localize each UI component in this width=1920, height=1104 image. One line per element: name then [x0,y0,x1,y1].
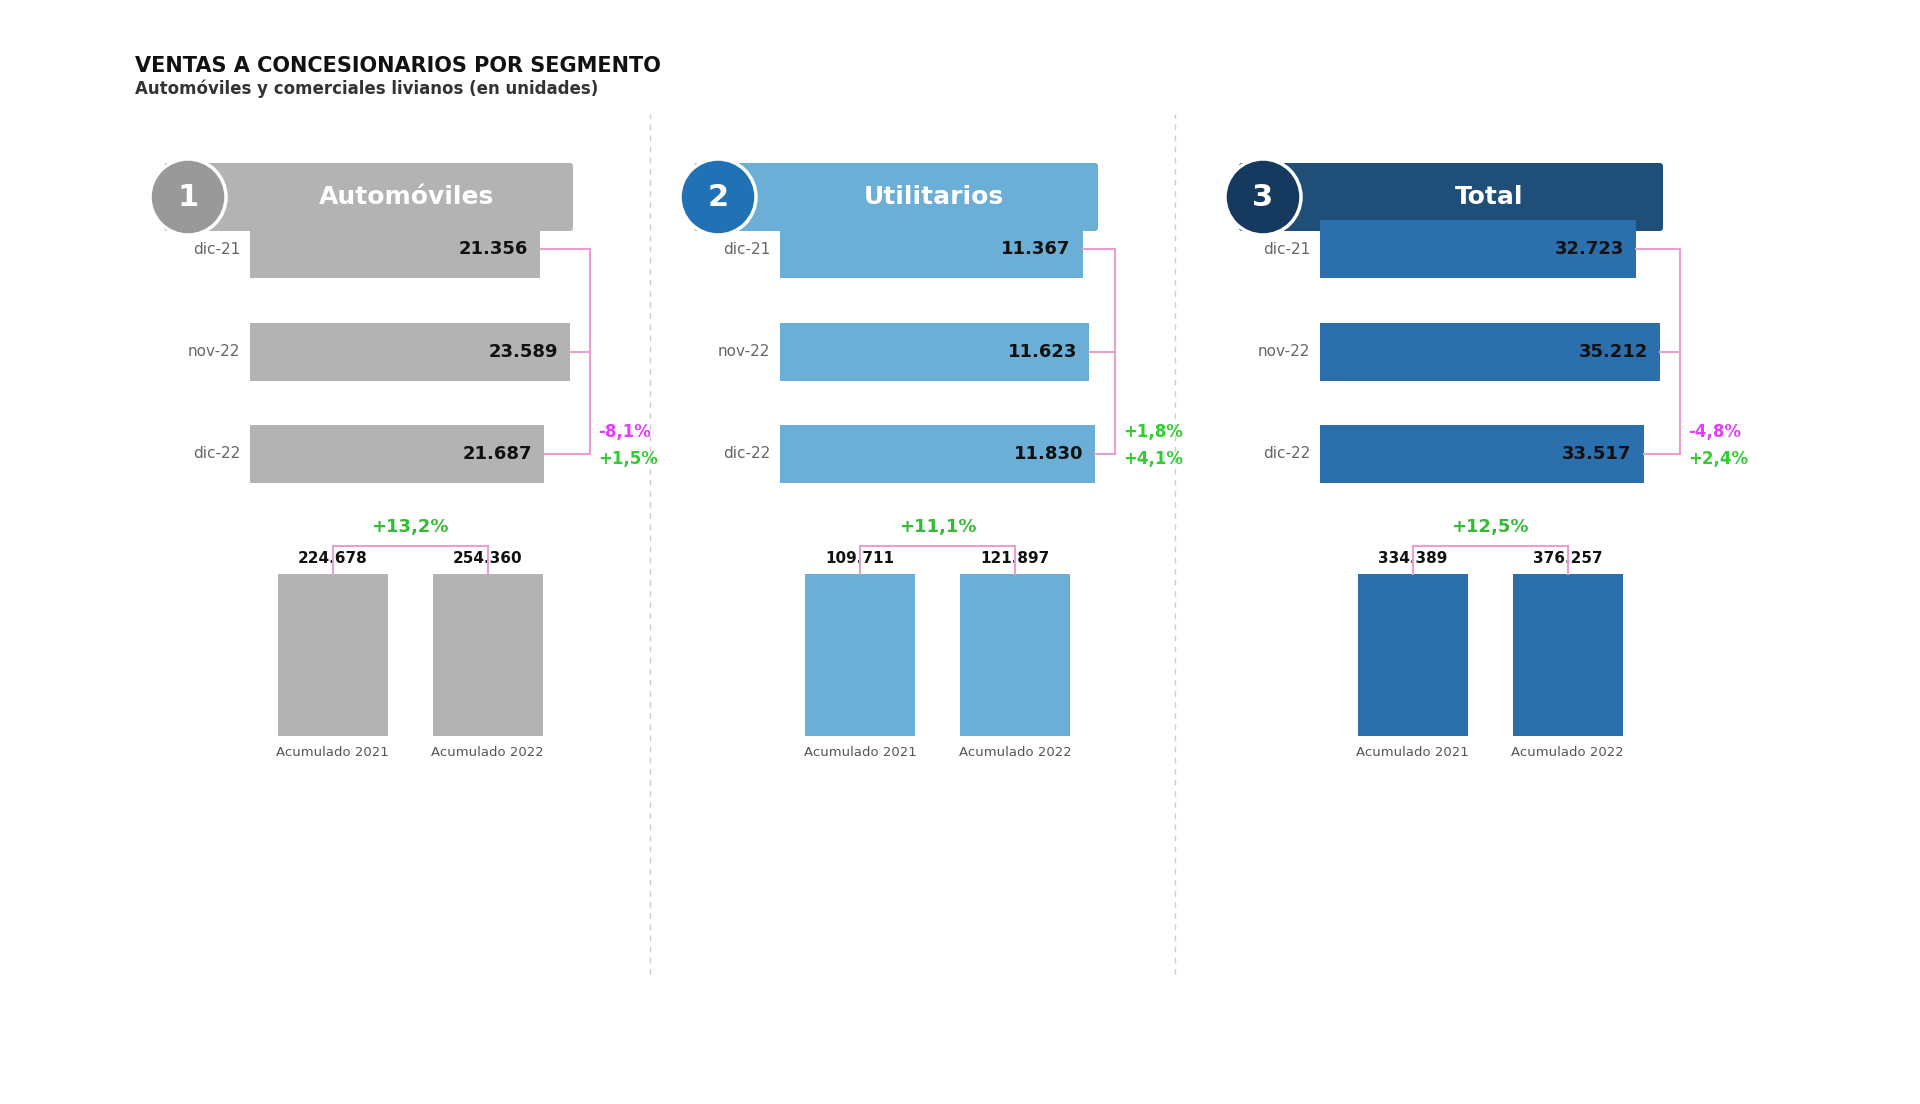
Text: -8,1%: -8,1% [597,423,651,440]
Text: Acumulado 2022: Acumulado 2022 [958,746,1071,760]
Text: 32.723: 32.723 [1555,240,1624,258]
Text: dic-21: dic-21 [722,242,770,256]
Text: 254.360: 254.360 [453,551,522,566]
Text: +11,1%: +11,1% [899,518,975,537]
FancyBboxPatch shape [250,220,540,278]
Text: 1: 1 [177,182,198,212]
Text: Acumulado 2022: Acumulado 2022 [1511,746,1624,760]
Text: 11.830: 11.830 [1014,445,1083,463]
FancyBboxPatch shape [432,574,543,736]
Text: 23.589: 23.589 [488,343,559,361]
Text: nov-22: nov-22 [188,344,240,360]
FancyBboxPatch shape [1321,425,1644,484]
FancyBboxPatch shape [693,163,1098,231]
Text: 21.356: 21.356 [459,240,528,258]
Text: +1,8%: +1,8% [1123,423,1183,440]
Text: Total: Total [1455,185,1523,209]
Text: 21.687: 21.687 [463,445,532,463]
Text: Acumulado 2021: Acumulado 2021 [276,746,390,760]
FancyBboxPatch shape [250,425,543,484]
FancyBboxPatch shape [1238,163,1663,231]
Text: 2: 2 [707,182,728,212]
Text: Acumulado 2021: Acumulado 2021 [1356,746,1469,760]
Text: 35.212: 35.212 [1578,343,1647,361]
Text: +12,5%: +12,5% [1452,518,1528,537]
Text: Automóviles: Automóviles [319,185,493,209]
FancyBboxPatch shape [163,163,572,231]
Text: +1,5%: +1,5% [597,450,659,468]
FancyBboxPatch shape [780,425,1094,484]
Text: Utilitarios: Utilitarios [864,185,1004,209]
Text: +4,1%: +4,1% [1123,450,1183,468]
FancyBboxPatch shape [1513,574,1622,736]
FancyBboxPatch shape [1357,574,1467,736]
Text: +13,2%: +13,2% [371,518,449,537]
Text: 11.367: 11.367 [1002,240,1071,258]
Text: 376.257: 376.257 [1532,551,1603,566]
Text: 11.623: 11.623 [1008,343,1077,361]
Circle shape [1225,159,1302,235]
Text: Automóviles y comerciales livianos (en unidades): Automóviles y comerciales livianos (en u… [134,79,599,97]
Circle shape [680,159,756,235]
Text: dic-21: dic-21 [192,242,240,256]
FancyBboxPatch shape [780,323,1089,381]
Text: 121.897: 121.897 [981,551,1050,566]
FancyBboxPatch shape [960,574,1069,736]
FancyBboxPatch shape [804,574,916,736]
Text: dic-22: dic-22 [722,446,770,461]
Text: +2,4%: +2,4% [1688,450,1747,468]
Text: nov-22: nov-22 [1258,344,1309,360]
Text: dic-21: dic-21 [1263,242,1309,256]
FancyBboxPatch shape [278,574,388,736]
FancyBboxPatch shape [1321,323,1661,381]
Circle shape [150,159,227,235]
Text: 334.389: 334.389 [1379,551,1448,566]
Text: VENTAS A CONCESIONARIOS POR SEGMENTO: VENTAS A CONCESIONARIOS POR SEGMENTO [134,56,660,76]
Text: 224.678: 224.678 [298,551,367,566]
Text: dic-22: dic-22 [192,446,240,461]
Text: 109.711: 109.711 [826,551,895,566]
FancyBboxPatch shape [1321,220,1636,278]
Text: dic-22: dic-22 [1263,446,1309,461]
Text: Acumulado 2022: Acumulado 2022 [432,746,543,760]
Text: 3: 3 [1252,182,1273,212]
FancyBboxPatch shape [250,323,570,381]
Text: Acumulado 2021: Acumulado 2021 [804,746,916,760]
FancyBboxPatch shape [780,220,1083,278]
Text: -4,8%: -4,8% [1688,423,1741,440]
Text: nov-22: nov-22 [718,344,770,360]
Text: 33.517: 33.517 [1563,445,1632,463]
